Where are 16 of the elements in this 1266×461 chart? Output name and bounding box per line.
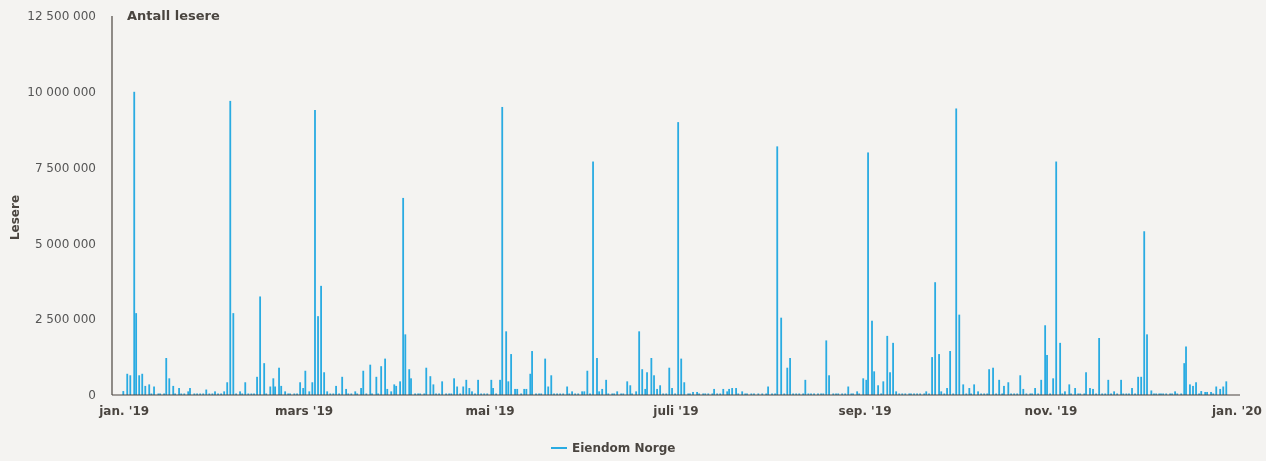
- y-axis-title: Lesere: [8, 194, 22, 241]
- x-tick-label: nov. '19: [1024, 404, 1078, 418]
- x-tick-label: mai '19: [465, 404, 515, 418]
- x-tick-label: jan. '20: [1211, 404, 1262, 418]
- x-tick-label: sep. '19: [838, 404, 892, 418]
- x-tick-label: juli '19: [652, 404, 699, 418]
- chart-title: Antall lesere: [127, 8, 220, 23]
- x-tick-label: mars '19: [274, 404, 334, 418]
- legend-label: Eiendom Norge: [572, 441, 676, 456]
- y-tick-label: 7 500 000: [34, 160, 96, 175]
- y-tick-label: 5 000 000: [34, 236, 96, 251]
- y-tick-label: 12 500 000: [27, 9, 96, 24]
- y-tick-label: 10 000 000: [27, 85, 96, 99]
- y-tick-label: 0: [88, 388, 96, 403]
- x-tick-label: jan. '19: [98, 404, 150, 418]
- y-tick-label: 2 500 000: [34, 312, 96, 327]
